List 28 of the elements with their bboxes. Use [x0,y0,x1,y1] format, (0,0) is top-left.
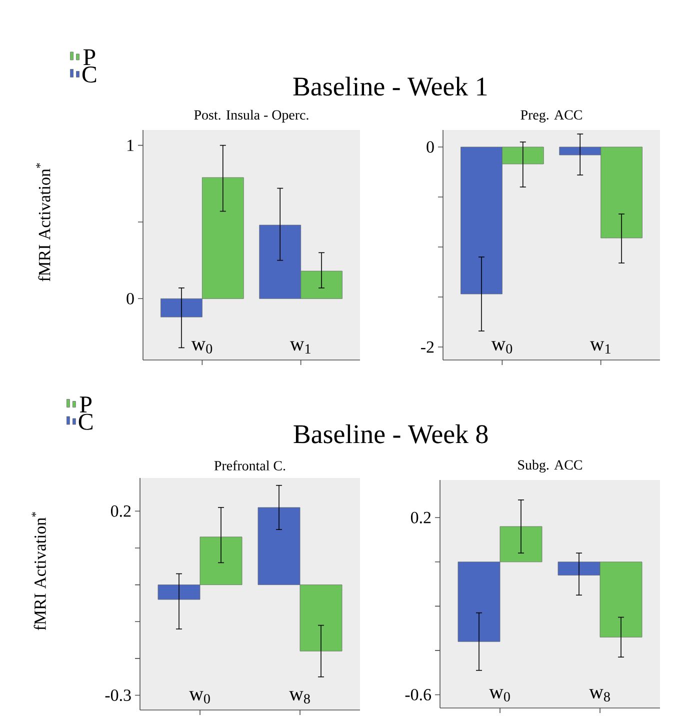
x-tick-label: w$_{0}$ [491,341,512,354]
y-tick-label: 0.2 [110,505,131,517]
y-axis-title: fMRI Activation$^{*}$ [32,512,46,630]
chart-subtitle: Subg. ACC [518,460,582,473]
y-tick-label: -0.3 [105,690,131,702]
y-tick-label: -2 [421,341,434,353]
x-tick-label: w$_{0}$ [189,691,210,704]
chart-subtitle: Prefrontal C. [214,460,286,470]
y-tick-label: 0 [126,292,134,304]
x-tick-label: w$_{8}$ [589,689,610,702]
x-tick-label: w$_{1}$ [290,341,310,354]
chart-subtitle: Preg. ACC [520,110,582,122]
x-tick-label: w$_{8}$ [289,691,310,704]
y-tick-label: 0.2 [410,512,431,524]
chart-title: Baseline - Week 8 [294,424,488,444]
legend-label: C [78,414,92,430]
legend-label: P [83,49,96,66]
y-tick-label: 0 [426,141,434,153]
y-axis-title: fMRI Activation$^{*}$ [36,163,50,282]
y-tick-label: -0.6 [405,688,432,700]
x-tick-label: w$_{0}$ [489,689,510,702]
x-tick-label: w$_{1}$ [590,341,610,354]
legend-label: P [80,396,92,412]
chart-title: Baseline - Week 1 [293,76,487,96]
x-tick-label: w$_{0}$ [191,341,212,354]
legend-label: C [82,66,96,83]
y-tick-label: 1 [128,140,134,151]
chart-subtitle: Post. Insula - Operc. [194,110,308,122]
